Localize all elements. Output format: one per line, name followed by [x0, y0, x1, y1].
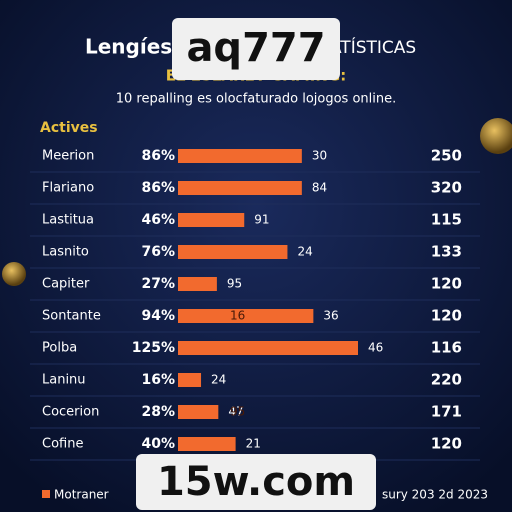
watermark-box — [136, 454, 376, 510]
value-label: 27% — [141, 276, 175, 292]
bar — [178, 277, 217, 291]
value-label: 125% — [132, 340, 175, 356]
bar — [178, 437, 236, 451]
bar-number: 91 — [254, 213, 269, 227]
value-label: 94% — [141, 308, 175, 324]
category-label: Cocerion — [42, 405, 99, 420]
bar-number: 84 — [312, 181, 327, 195]
category-label: Cofine — [42, 437, 83, 452]
value-label: 76% — [141, 244, 175, 260]
bar-number: 36 — [323, 309, 338, 323]
total: 120 — [431, 275, 462, 293]
bar-number: 95 — [227, 277, 242, 291]
bar-number: 24 — [211, 373, 226, 387]
title: Lengíes — [85, 35, 172, 59]
value-label: 46% — [141, 212, 175, 228]
bar-number: 21 — [246, 437, 261, 451]
value-label: 86% — [141, 180, 175, 196]
total: 171 — [431, 403, 462, 421]
watermark: aq777 — [186, 25, 325, 71]
description: 10 repalling es olocfaturado lojogos onl… — [116, 92, 397, 107]
coin — [2, 262, 26, 286]
coin — [480, 118, 512, 154]
bar-number: 46 — [368, 341, 383, 355]
value-label: 16% — [141, 372, 175, 388]
total: 320 — [431, 179, 462, 197]
total: 116 — [431, 339, 462, 357]
total: 120 — [431, 307, 462, 325]
bar — [178, 149, 302, 163]
bar — [178, 309, 314, 323]
total: 220 — [431, 371, 462, 389]
category-label: Polba — [42, 341, 77, 356]
column-header: Actives — [40, 120, 98, 136]
category-label: Capiter — [42, 277, 90, 292]
footer: sury 203 2d 2023 — [382, 488, 488, 502]
bar — [178, 373, 202, 387]
total: 250 — [431, 147, 462, 165]
bar-number: 24 — [297, 245, 312, 259]
inner-label: 95 — [230, 405, 245, 419]
bar — [178, 405, 219, 419]
value-label: 28% — [141, 404, 175, 420]
category-label: Laninu — [42, 373, 86, 388]
category-label: Lasnito — [42, 245, 89, 260]
category-label: Meerion — [42, 149, 94, 164]
value-label: 86% — [141, 148, 175, 164]
total: 133 — [431, 243, 462, 261]
bar-number: 30 — [312, 149, 327, 163]
category-label: Lastitua — [42, 213, 94, 228]
bar — [178, 341, 358, 355]
total: 115 — [431, 211, 462, 229]
watermark-box — [172, 18, 340, 80]
total: 120 — [431, 435, 462, 453]
legend-label: Motraner — [54, 488, 109, 502]
legend-swatch — [42, 490, 50, 498]
watermark: 15w.com — [157, 459, 355, 505]
bar — [178, 181, 302, 195]
bar-number: 47 — [228, 405, 243, 419]
category-label: Flariano — [42, 181, 94, 196]
value-label: 40% — [141, 436, 175, 452]
title: ATÍSTICAS — [330, 36, 416, 58]
category-label: Sontante — [42, 309, 101, 324]
bar — [178, 213, 245, 227]
bar — [178, 245, 288, 259]
inner-label: 16 — [230, 309, 245, 323]
